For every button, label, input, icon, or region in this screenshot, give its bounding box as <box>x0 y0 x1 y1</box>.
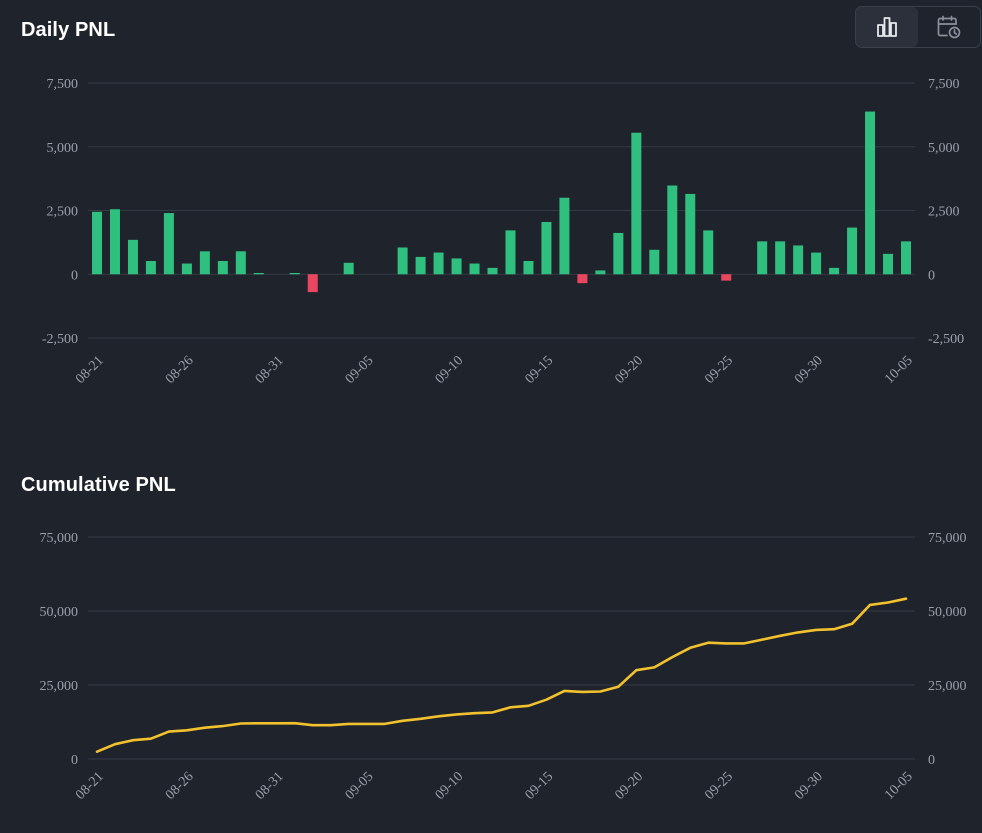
daily-bar-09-12 <box>487 267 498 275</box>
cumulative-ytick-left: 75,000 <box>40 531 79 546</box>
cumulative-ytick-right: 25,000 <box>928 679 967 694</box>
daily-bar-09-01 <box>289 272 300 275</box>
daily-bar-08-25 <box>163 213 174 275</box>
daily-pnl-title: Daily PNL <box>21 19 116 41</box>
daily-ytick-right: -2,500 <box>928 332 964 347</box>
daily-bar-10-01 <box>829 267 840 275</box>
daily-xtick-label: 09-20 <box>612 353 646 387</box>
cumulative-xtick-label: 09-05 <box>343 769 377 803</box>
daily-bar-09-20 <box>631 132 642 275</box>
cumulative-xtick-label: 09-25 <box>702 769 736 803</box>
daily-bar-09-17 <box>577 274 588 284</box>
daily-xtick-label: 10-05 <box>882 353 916 387</box>
cumulative-xtick-label: 08-26 <box>163 769 197 803</box>
daily-bar-09-24 <box>703 230 714 275</box>
daily-ytick-right: 5,000 <box>928 141 960 156</box>
cumulative-ytick-right: 0 <box>928 753 935 768</box>
calendar-view-button[interactable] <box>918 7 980 47</box>
daily-bar-09-11 <box>469 263 480 275</box>
cumulative-pnl-line <box>95 597 908 753</box>
daily-bar-08-21 <box>92 211 102 275</box>
cumulative-xtick-label: 09-20 <box>612 769 646 803</box>
daily-bar-09-15 <box>541 221 552 275</box>
cumulative-xtick-label: 08-31 <box>253 769 287 803</box>
daily-bar-09-21 <box>649 249 660 275</box>
daily-xtick-label: 09-10 <box>433 353 467 387</box>
daily-bar-08-22 <box>109 209 120 275</box>
daily-bar-09-25 <box>721 274 732 281</box>
cumulative-xtick-label: 09-10 <box>433 769 467 803</box>
bar-view-button[interactable] <box>856 7 918 47</box>
daily-ytick-right: 0 <box>928 268 935 283</box>
daily-bar-09-07 <box>397 247 408 275</box>
cumulative-xtick-label: 10-05 <box>882 769 916 803</box>
daily-bar-09-22 <box>667 185 678 275</box>
daily-xtick-label: 08-26 <box>163 353 197 387</box>
daily-bar-08-26 <box>181 263 192 275</box>
cumulative-pnl-title: Cumulative PNL <box>21 474 176 496</box>
daily-ytick-right: 2,500 <box>928 205 960 220</box>
view-toggle <box>855 6 981 48</box>
daily-bar-08-23 <box>127 239 138 275</box>
daily-bar-08-28 <box>217 260 228 275</box>
daily-pnl-chart: 7,500 7,500 5,000 5,000 2,500 2,500 0 0 -2,500 -2… <box>42 77 964 387</box>
daily-ytick-left: 0 <box>71 268 78 283</box>
daily-bar-09-04 <box>343 262 354 275</box>
cumulative-ytick-left: 25,000 <box>40 679 79 694</box>
daily-xtick-label: 09-30 <box>792 353 826 387</box>
daily-xtick-label: 08-21 <box>73 353 107 387</box>
daily-bar-09-19 <box>613 232 624 275</box>
daily-bar-10-05 <box>901 241 911 275</box>
daily-bar-09-14 <box>523 260 534 275</box>
daily-bar-10-04 <box>883 253 894 275</box>
daily-bar-08-24 <box>145 260 156 275</box>
daily-bar-08-30 <box>253 272 264 275</box>
daily-xtick-label: 08-31 <box>253 353 287 387</box>
daily-bar-09-27 <box>757 241 768 275</box>
daily-ytick-right: 7,500 <box>928 77 960 92</box>
cumulative-ytick-right: 50,000 <box>928 605 967 620</box>
cumulative-xtick-label: 09-15 <box>523 769 557 803</box>
daily-bar-10-03 <box>865 111 876 275</box>
daily-bar-08-27 <box>199 251 210 275</box>
daily-bar-09-08 <box>415 256 426 275</box>
daily-ytick-left: 7,500 <box>47 77 79 92</box>
daily-bar-09-09 <box>433 252 444 275</box>
daily-bar-09-16 <box>559 197 570 275</box>
daily-ytick-left: -2,500 <box>42 332 78 347</box>
daily-xtick-label: 09-25 <box>702 353 736 387</box>
daily-bar-09-29 <box>793 245 804 275</box>
daily-bar-09-10 <box>451 258 462 275</box>
daily-ytick-left: 5,000 <box>47 141 79 156</box>
cumulative-ytick-left: 0 <box>71 753 78 768</box>
cumulative-ytick-right: 75,000 <box>928 531 967 546</box>
cumulative-ytick-left: 50,000 <box>40 605 79 620</box>
daily-bar-09-13 <box>505 230 516 275</box>
calendar-clock-icon <box>937 15 961 39</box>
daily-bar-10-02 <box>847 227 858 275</box>
daily-bar-08-29 <box>235 251 246 275</box>
daily-bar-09-28 <box>775 241 786 275</box>
daily-ytick-left: 2,500 <box>47 205 79 220</box>
daily-xtick-label: 09-15 <box>523 353 557 387</box>
daily-bar-09-02 <box>307 274 318 293</box>
cumulative-xtick-label: 08-21 <box>73 769 107 803</box>
cumulative-xtick-label: 09-30 <box>792 769 826 803</box>
daily-xtick-label: 09-05 <box>343 353 377 387</box>
daily-bar-09-30 <box>811 252 822 275</box>
daily-bar-09-23 <box>685 193 696 275</box>
bar-chart-icon <box>877 17 897 37</box>
daily-bar-09-18 <box>595 270 606 275</box>
